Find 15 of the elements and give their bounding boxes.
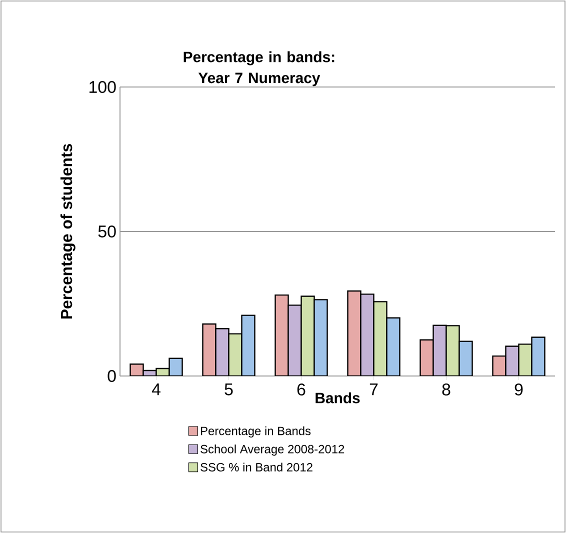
- x-axis-title: Bands: [316, 392, 360, 404]
- y-tick-label: 50: [98, 225, 116, 238]
- chart-title: Percentage in bands: Year 7 Numeracy: [184, 51, 334, 86]
- x-tick-label: 5: [224, 384, 233, 396]
- x-tick-label: 4: [152, 384, 160, 396]
- x-tick-label: 8: [442, 384, 450, 396]
- legend-label: School Average 2008-2012: [200, 444, 344, 456]
- y-tick-label: 100: [90, 80, 116, 93]
- y-axis-title: Percentage of students: [60, 144, 76, 319]
- y-tick-label: 0: [108, 370, 116, 382]
- legend-label: SSG % in Band 2012: [200, 462, 312, 472]
- legend-label: Percentage in Bands: [201, 426, 311, 438]
- x-tick-label: 6: [297, 384, 306, 396]
- x-tick-label: 7: [370, 384, 378, 396]
- x-tick-label: 9: [514, 384, 523, 396]
